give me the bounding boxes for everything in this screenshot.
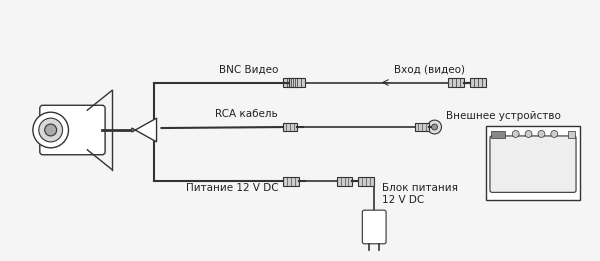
Circle shape <box>39 118 62 142</box>
Circle shape <box>525 130 532 138</box>
Circle shape <box>428 120 442 134</box>
Bar <box>568 131 575 138</box>
Text: BNC Видео: BNC Видео <box>219 65 278 75</box>
FancyBboxPatch shape <box>362 210 386 244</box>
Bar <box>470 78 486 87</box>
Bar <box>289 78 305 87</box>
FancyBboxPatch shape <box>490 136 576 192</box>
Bar <box>415 123 428 131</box>
Text: Вход (видео): Вход (видео) <box>394 65 466 75</box>
Bar <box>491 131 505 138</box>
Circle shape <box>45 124 56 136</box>
Circle shape <box>512 130 519 138</box>
FancyBboxPatch shape <box>40 105 105 155</box>
Bar <box>486 126 580 200</box>
Bar <box>283 123 297 131</box>
Circle shape <box>538 130 545 138</box>
Bar <box>448 78 464 87</box>
Bar <box>337 176 352 186</box>
Circle shape <box>431 124 437 130</box>
Circle shape <box>551 130 558 138</box>
Bar <box>283 176 299 186</box>
Text: RCA кабель: RCA кабель <box>215 109 278 119</box>
Bar <box>358 176 374 186</box>
Text: Питание 12 V DC: Питание 12 V DC <box>185 183 278 193</box>
Bar <box>283 78 299 87</box>
Text: Блок питания
12 V DC: Блок питания 12 V DC <box>382 183 458 205</box>
Text: Внешнее устройство: Внешнее устройство <box>446 111 561 121</box>
Circle shape <box>33 112 68 148</box>
Polygon shape <box>132 118 157 142</box>
